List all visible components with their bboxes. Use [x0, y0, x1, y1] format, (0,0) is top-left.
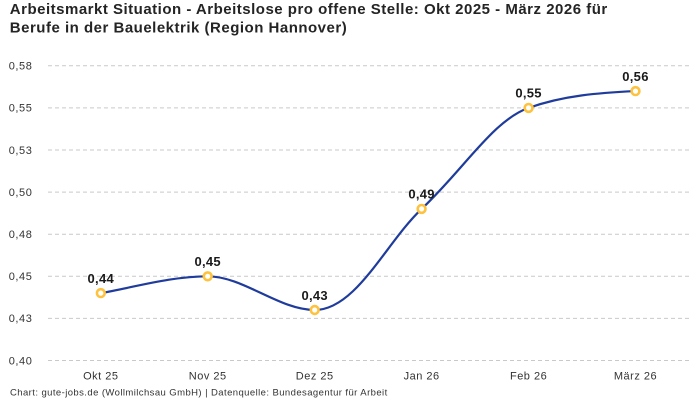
svg-text:0,45: 0,45 — [194, 254, 221, 269]
svg-text:0,40: 0,40 — [9, 355, 33, 367]
svg-text:0,56: 0,56 — [622, 69, 649, 84]
svg-text:Arbeitsmarkt Situation - Arbei: Arbeitsmarkt Situation - Arbeitslose pro… — [10, 1, 608, 18]
svg-text:0,43: 0,43 — [301, 288, 328, 303]
svg-text:Nov 25: Nov 25 — [189, 371, 227, 383]
svg-text:0,48: 0,48 — [9, 229, 33, 241]
svg-text:0,43: 0,43 — [9, 313, 33, 325]
svg-text:Jan 26: Jan 26 — [404, 371, 440, 383]
svg-text:Feb 26: Feb 26 — [510, 371, 547, 383]
svg-text:Dez 25: Dez 25 — [296, 371, 334, 383]
svg-text:0,49: 0,49 — [408, 187, 435, 202]
svg-text:Berufe in der Bauelektrik (Reg: Berufe in der Bauelektrik (Region Hannov… — [10, 20, 347, 37]
svg-text:0,50: 0,50 — [9, 187, 33, 199]
svg-text:Chart: gute-jobs.de (Wollmilch: Chart: gute-jobs.de (Wollmilchsau GmbH) … — [10, 388, 388, 399]
svg-text:0,58: 0,58 — [9, 61, 33, 73]
svg-text:0,44: 0,44 — [88, 271, 115, 286]
svg-text:0,55: 0,55 — [9, 103, 33, 115]
svg-text:Okt 25: Okt 25 — [83, 371, 118, 383]
svg-text:März 26: März 26 — [614, 371, 657, 383]
svg-text:0,55: 0,55 — [515, 86, 542, 101]
svg-text:0,45: 0,45 — [9, 271, 33, 283]
svg-text:0,53: 0,53 — [9, 145, 33, 157]
